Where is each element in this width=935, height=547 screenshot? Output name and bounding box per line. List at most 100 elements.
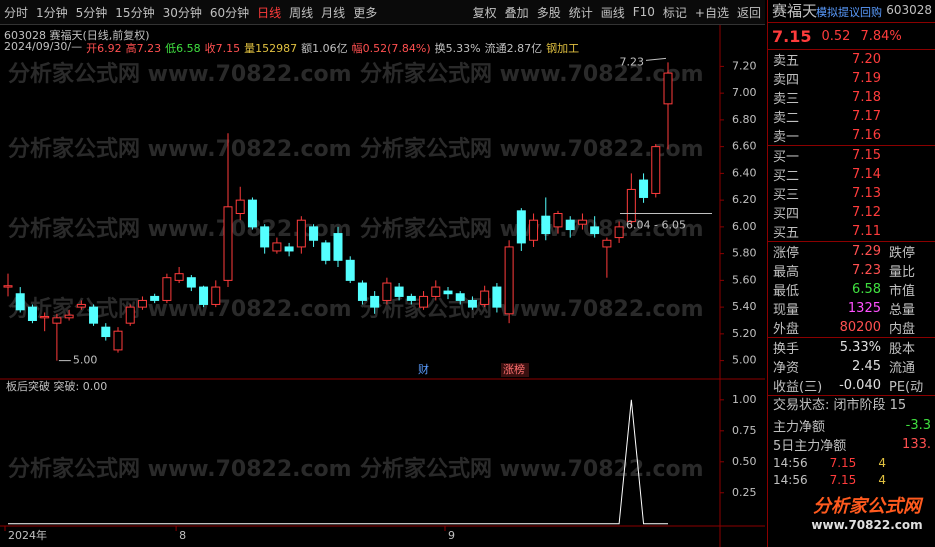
candle-body xyxy=(406,295,416,301)
candle-body xyxy=(443,290,453,295)
y-tick-label: 0.50 xyxy=(732,455,757,468)
toolbar-button[interactable]: 统计 xyxy=(568,5,593,20)
toolbar-button[interactable]: 返回 xyxy=(736,5,761,20)
candle-body xyxy=(394,286,404,297)
toolbar-tab[interactable]: 更多 xyxy=(353,5,378,20)
stat-row: 最低 6.58 市值 xyxy=(768,280,935,299)
logo-url: www.70822.com xyxy=(811,518,923,532)
candle-body xyxy=(345,259,355,281)
y-tick-label: 5.60 xyxy=(732,273,757,286)
trade-status: 交易状态: 闭市阶段 15 xyxy=(773,398,907,413)
candle-body xyxy=(272,242,282,252)
bid-label: 买四 xyxy=(773,207,800,222)
info-item: 开6.92 xyxy=(86,42,122,55)
candle-body xyxy=(211,286,221,305)
toolbar-button[interactable]: 叠加 xyxy=(504,5,529,20)
stat2-row: 换手 5.33% 股本 xyxy=(768,338,935,357)
tick-row: 14:56 7.15 4 xyxy=(768,454,935,471)
toolbar-button[interactable]: 画线 xyxy=(600,5,625,20)
y-tick-label: 7.00 xyxy=(732,86,757,99)
bid-section: 买一 7.15 买二 7.14 买三 7.13 买四 7.12 买五 7.11 xyxy=(768,146,935,242)
candle-body xyxy=(223,206,233,281)
quote-header: 赛福天 模拟提议回购 603028 xyxy=(768,0,935,23)
candle-body xyxy=(89,306,99,324)
ask-row: 卖一 7.16 xyxy=(768,126,935,145)
watermark: 分析家公式网 www.70822.com xyxy=(8,136,352,162)
candle-body xyxy=(247,199,257,228)
y-tick-label: 5.80 xyxy=(732,247,757,260)
stat-label2: 总量 xyxy=(889,303,916,318)
toolbar-tab[interactable]: 30分钟 xyxy=(162,5,202,20)
candle-body xyxy=(309,226,319,241)
toolbar-button[interactable]: +自选 xyxy=(694,5,729,20)
stat-value: 7.29 xyxy=(852,244,881,259)
candle-body xyxy=(639,179,649,198)
toolbar-tab[interactable]: 周线 xyxy=(289,5,314,20)
toolbar-tab[interactable]: 分时 xyxy=(4,5,29,20)
toolbar-tab[interactable]: 15分钟 xyxy=(115,5,155,20)
candle-body xyxy=(467,299,477,308)
y-tick-label: 1.00 xyxy=(732,393,757,406)
ask-value: 7.20 xyxy=(852,52,881,67)
ask-label: 卖四 xyxy=(773,73,800,88)
indicator-title: 板后突破 突破: 0.00 xyxy=(6,379,107,393)
bid-label: 买五 xyxy=(773,226,800,241)
ask-label: 卖五 xyxy=(773,54,800,69)
toolbar-tab[interactable]: 5分钟 xyxy=(75,5,108,20)
candle-body xyxy=(626,188,636,223)
flow-row: 5日主力净额 133. xyxy=(768,435,935,454)
candle-body xyxy=(480,290,490,305)
info-item: 幅0.52(7.84%) xyxy=(351,42,431,55)
candle-body xyxy=(565,219,575,231)
candle-body xyxy=(333,233,343,261)
candle-body xyxy=(284,246,294,252)
stat2-label2: 流通 xyxy=(889,361,916,376)
info-line: 2024/09/30/— 开6.92 高7.23 低6.58 收7.15 量152987 额… xyxy=(4,40,579,56)
candle-body xyxy=(455,293,465,301)
stat-row: 涨停 7.29 跌停 xyxy=(768,242,935,261)
candle-body xyxy=(235,199,245,215)
candle-body xyxy=(52,317,62,324)
watermark: 分析家公式网 www.70822.com xyxy=(8,61,352,87)
toolbar-tab[interactable]: 1分钟 xyxy=(36,5,68,20)
info-item: 低6.58 xyxy=(165,42,201,55)
toolbar-tab[interactable]: 日线 xyxy=(257,5,282,20)
y-tick-label: 7.20 xyxy=(732,59,757,72)
y-tick-label: 0.25 xyxy=(732,486,757,499)
y-tick-label: 0.75 xyxy=(732,424,757,437)
toolbar-button[interactable]: 标记 xyxy=(662,5,687,20)
toolbar-button[interactable]: 复权 xyxy=(472,5,497,20)
stat-value: 80200 xyxy=(839,320,881,335)
candle-body xyxy=(357,282,367,301)
candle-body xyxy=(27,306,37,321)
candle-body xyxy=(431,286,441,297)
price: 7.15 xyxy=(772,26,812,46)
toolbar-button[interactable]: F10 xyxy=(632,5,655,19)
flow-value: 133. xyxy=(902,437,931,452)
toolbar-tab[interactable]: 月线 xyxy=(321,5,346,20)
candle-body xyxy=(553,213,563,228)
stat2-label2: 股本 xyxy=(889,342,916,357)
candle-body xyxy=(40,315,50,319)
stat-label: 涨停 xyxy=(773,246,800,261)
toolbar-button[interactable]: 多股 xyxy=(536,5,561,20)
bid-row: 买一 7.15 xyxy=(768,146,935,165)
candle-body xyxy=(651,146,661,194)
info-item: 钢加工 xyxy=(546,42,580,55)
y-tick-label: 5.00 xyxy=(732,354,757,367)
chart-area: 分析家公式网 www.70822.com 分析家公式网 www.70822.com… xyxy=(0,24,765,547)
range-label: 6.04 - 6.05 xyxy=(626,219,686,232)
info-item: 高7.23 xyxy=(125,42,162,55)
logo-title: 分析家公式网 xyxy=(813,496,921,517)
candle-body xyxy=(199,286,209,305)
candle-body xyxy=(113,330,123,351)
watermark: 分析家公式网 www.70822.com xyxy=(8,216,352,242)
ask-row: 卖二 7.17 xyxy=(768,107,935,126)
stat2-value: 5.33% xyxy=(839,340,881,355)
stat2-value: -0.040 xyxy=(839,378,881,393)
toolbar-tab[interactable]: 60分钟 xyxy=(209,5,250,20)
tick-price: 7.15 xyxy=(829,472,857,487)
change-pct: 7.84% xyxy=(860,28,902,44)
y-tick-label: 6.80 xyxy=(732,113,757,126)
candle-body xyxy=(577,219,587,225)
